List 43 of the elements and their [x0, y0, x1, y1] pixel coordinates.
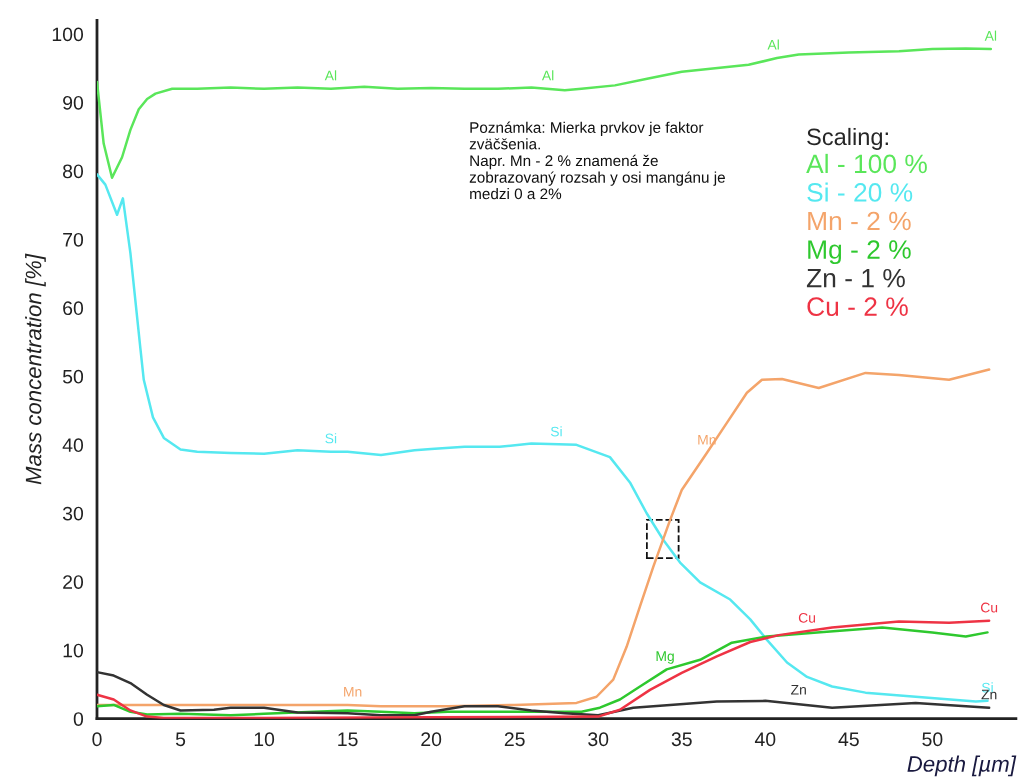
x-tick-label: 15: [338, 732, 358, 747]
text: Cu - 2 %: [807, 297, 908, 317]
annotation: Si: [325, 433, 337, 444]
x-tick-label: 25: [504, 732, 525, 747]
x-tick-label: 45: [838, 732, 859, 747]
y-axis-title: Mass concentration [%]: [25, 253, 46, 485]
legend-title: Scaling:: [807, 127, 888, 150]
y-tick-label: 90: [63, 95, 84, 110]
text: Mn - 2 %: [808, 211, 911, 231]
y-tick-label: 100: [52, 27, 84, 42]
x-tick-label: 40: [754, 732, 776, 747]
annotation: Al: [541, 70, 554, 81]
x-tick-label: 5: [175, 732, 186, 747]
y-tick-label: 70: [63, 232, 84, 247]
annotation: Cu: [798, 612, 816, 623]
annotation: Si: [550, 426, 562, 437]
annotation: Poznámka: Mierka prvkov je faktor zväčšenia. Napr. Mn - 2 % znamená že zobrazovaný rozsah y osi mangánu je medzi 0 a 2%: [469, 121, 725, 200]
annotation: Cu: [980, 602, 998, 613]
text: Si - 20 %: [807, 182, 913, 202]
y-tick-label: 60: [63, 301, 84, 316]
y-tick-label: 80: [63, 164, 84, 179]
annotation: Al: [767, 39, 779, 50]
annotation: Al: [984, 30, 997, 41]
x-tick-label: 50: [922, 732, 943, 747]
y-tick-label: 20: [63, 575, 84, 589]
text: Mg - 2 %: [808, 240, 911, 265]
annotation: Mg: [656, 651, 674, 664]
x-tick-label: 10: [254, 732, 275, 747]
annotation: Mn: [344, 686, 362, 697]
y-tick-label: 50: [62, 369, 84, 384]
y-tick-label: 40: [62, 438, 84, 453]
x-tick-label: 20: [421, 732, 442, 747]
x-tick-label: 35: [671, 732, 692, 747]
y-tick-label: 30: [62, 506, 84, 521]
annotation: Al: [324, 70, 337, 81]
x-tick-label: 0: [92, 732, 102, 747]
text: Al - 100 %: [806, 153, 927, 174]
x-axis-title: Depth [µm]: [907, 755, 1017, 777]
text: Zn - 1 %: [806, 268, 905, 288]
annotation: Zn: [791, 684, 806, 695]
x-tick-label: 30: [588, 732, 609, 747]
y-tick-label: 10: [63, 643, 84, 658]
y-tick-label: 0: [73, 712, 84, 726]
